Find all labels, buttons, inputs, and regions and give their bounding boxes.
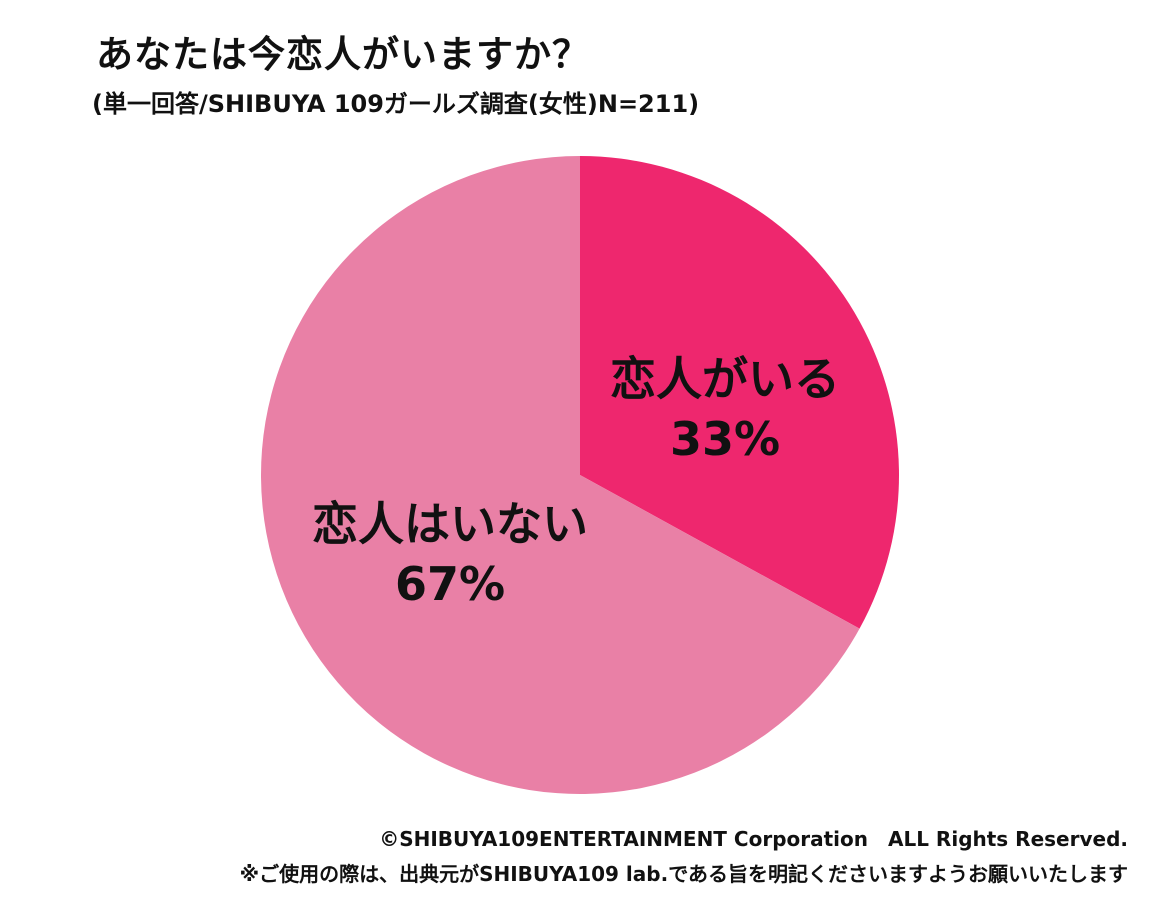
slice-label-group-with: 恋人がいる 33%	[610, 352, 840, 466]
slice-label-group-without: 恋人はいない 67%	[312, 497, 588, 611]
slice-value-without-partner: 67%	[395, 557, 505, 611]
slice-label-with-partner: 恋人がいる	[610, 352, 840, 406]
pie-slice-with-partner	[580, 156, 899, 629]
pie-slice-without-partner	[260, 156, 860, 794]
pie-slices	[260, 156, 899, 794]
copyright-text: ©SHIBUYA109ENTERTAINMENT Corporation ALL…	[379, 827, 1128, 851]
slice-value-with-partner: 33%	[670, 412, 780, 466]
chart-subtitle: (単一回答/SHIBUYA 109ガールズ調査(女性)N=211)	[92, 90, 700, 118]
usage-notice: ※ご使用の際は、出典元がSHIBUYA109 lab.である旨を明記くださいます…	[239, 862, 1128, 886]
chart-title: あなたは今恋人がいますか？	[96, 33, 590, 76]
slice-label-without-partner: 恋人はいない	[312, 497, 588, 551]
